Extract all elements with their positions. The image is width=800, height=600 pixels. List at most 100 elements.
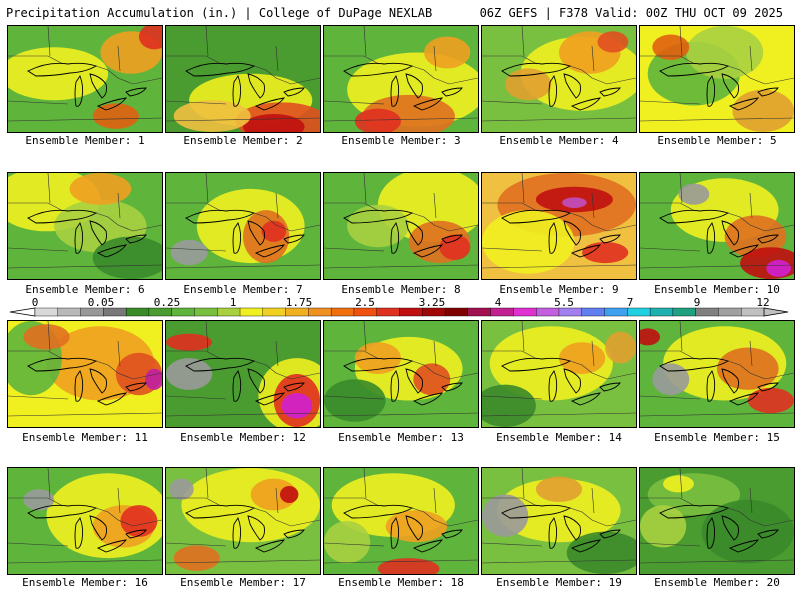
- colorbar-swatch: [649, 307, 674, 317]
- political-border: [482, 55, 538, 65]
- great-lakes-outline: [390, 517, 400, 549]
- colorbar-tick-label: 1: [229, 296, 237, 309]
- ensemble-member-map: [7, 320, 163, 428]
- political-border: [411, 360, 478, 380]
- great-lakes-outline: [390, 370, 400, 402]
- political-border: [166, 100, 227, 105]
- political-border: [640, 55, 696, 65]
- precip-blob: [724, 215, 787, 258]
- political-border: [482, 350, 538, 360]
- colorbar-arrow-left: [9, 307, 36, 317]
- ensemble-member-map: [481, 172, 637, 280]
- political-border: [363, 321, 367, 352]
- precip-blob: [482, 494, 529, 537]
- colorbar-tick-label: 4: [494, 296, 502, 309]
- political-border: [166, 395, 227, 400]
- political-border: [749, 45, 753, 72]
- precip-blob: [701, 499, 794, 564]
- political-border: [591, 45, 595, 72]
- political-border: [8, 412, 162, 417]
- colorbar-swatch: [330, 307, 355, 317]
- political-border: [749, 340, 753, 367]
- precip-blob: [138, 26, 162, 50]
- great-lakes-outline: [89, 220, 107, 246]
- political-border: [640, 559, 794, 564]
- great-lakes-outline: [659, 209, 730, 224]
- great-lakes-outline: [254, 392, 286, 406]
- ensemble-member-map: [165, 320, 321, 428]
- colorbar-tick-label: 12: [756, 296, 770, 309]
- colorbar-tick-label: 3.25: [418, 296, 446, 309]
- political-border: [166, 559, 320, 564]
- ensemble-member-label: Ensemble Member: 12: [180, 431, 306, 444]
- political-border: [324, 100, 385, 105]
- great-lakes-outline: [283, 529, 305, 539]
- ensemble-member-map: [639, 172, 795, 280]
- great-lakes-outline: [96, 97, 128, 111]
- precip-blob: [566, 531, 636, 574]
- great-lakes-outline: [125, 87, 147, 97]
- political-border: [166, 497, 222, 507]
- political-border: [569, 360, 636, 380]
- political-border: [117, 192, 121, 219]
- political-border: [205, 468, 209, 499]
- great-lakes-outline: [548, 222, 558, 254]
- great-lakes-outline: [247, 220, 265, 246]
- precip-blob: [686, 26, 764, 79]
- ensemble-member-label: Ensemble Member: 16: [22, 576, 148, 589]
- political-border: [640, 350, 696, 360]
- political-border: [679, 468, 683, 499]
- colorbar-swatch: [239, 307, 264, 317]
- colorbar-tick-label: 2.5: [355, 296, 375, 309]
- political-border: [363, 173, 367, 204]
- colorbar-swatch: [148, 307, 173, 317]
- political-border: [205, 26, 209, 57]
- colorbar-swatch: [581, 307, 606, 317]
- precip-blob: [559, 342, 606, 374]
- great-lakes-outline: [283, 382, 305, 392]
- colorbar-swatch: [171, 307, 195, 317]
- political-border: [275, 192, 279, 219]
- political-border: [324, 542, 385, 547]
- political-border: [591, 192, 595, 219]
- political-border: [433, 340, 437, 367]
- colorbar-swatch: [34, 307, 59, 317]
- great-lakes-outline: [27, 209, 98, 224]
- political-border: [166, 117, 320, 122]
- precip-field: [640, 321, 794, 427]
- precip-blob: [424, 36, 471, 69]
- ensemble-member-label: Ensemble Member: 15: [654, 431, 780, 444]
- colorbar-swatch: [125, 307, 150, 317]
- political-border: [482, 395, 543, 400]
- precip-blob: [582, 241, 629, 264]
- colorbar-swatch: [57, 307, 82, 317]
- political-border: [324, 395, 385, 400]
- great-lakes-outline: [185, 504, 256, 519]
- political-border: [727, 65, 794, 85]
- precip-field: [8, 468, 162, 574]
- precip-field: [8, 173, 162, 279]
- precip-blob: [92, 236, 162, 279]
- great-lakes-outline: [548, 517, 558, 549]
- precip-field: [166, 468, 320, 574]
- colorbar-swatch: [262, 307, 287, 317]
- ensemble-member-label: Ensemble Member: 3: [341, 134, 461, 147]
- political-border: [253, 507, 320, 527]
- ensemble-member-map: [481, 467, 637, 575]
- political-border: [166, 350, 222, 360]
- political-border: [411, 507, 478, 527]
- colorbar-swatch: [399, 307, 423, 317]
- political-border: [679, 321, 683, 352]
- precip-blob: [640, 505, 687, 548]
- political-border: [253, 65, 320, 85]
- precip-field: [482, 468, 636, 574]
- political-border: [727, 507, 794, 527]
- great-lakes-outline: [254, 539, 286, 553]
- precip-blob: [69, 173, 132, 205]
- political-border: [324, 202, 380, 212]
- colorbar-tick-label: 9: [693, 296, 701, 309]
- political-border: [166, 55, 222, 65]
- political-border: [640, 542, 701, 547]
- political-border: [324, 117, 478, 122]
- great-lakes-outline: [283, 234, 305, 244]
